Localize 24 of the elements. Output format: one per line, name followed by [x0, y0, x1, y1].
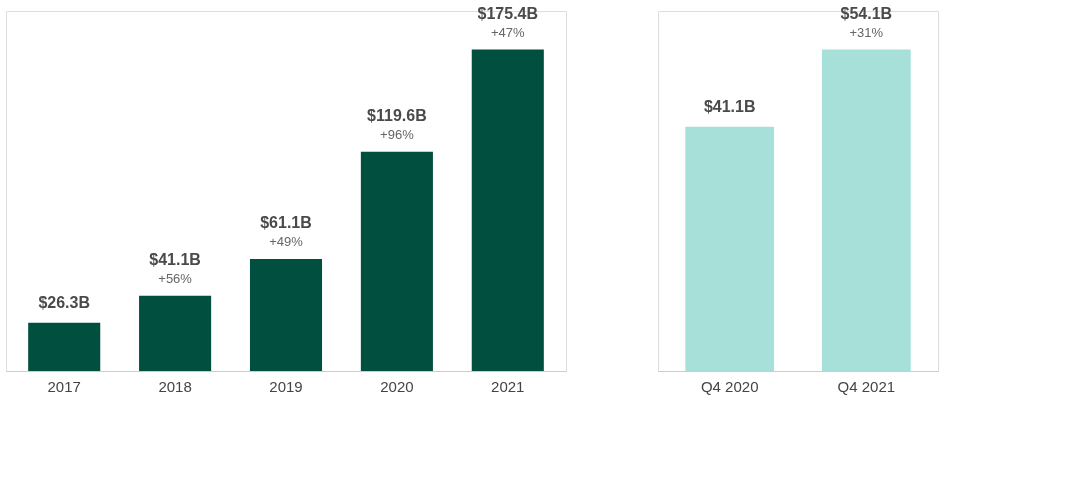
data-label: $61.1B [260, 214, 312, 232]
x-tick-label: 2020 [380, 377, 414, 395]
bar [139, 295, 212, 371]
bar [471, 49, 544, 371]
bar [28, 322, 101, 371]
annotation: +47% [490, 24, 526, 40]
annotation: +49% [269, 234, 304, 250]
data-label: $54.1B [840, 4, 893, 22]
data-label: $175.4B [477, 4, 539, 22]
data-label: $119.6B [367, 106, 427, 124]
data-label: $41.1B [703, 97, 756, 115]
annotation: +31% [849, 24, 884, 40]
bar [360, 151, 433, 371]
x-tick-label: Q4 2021 [837, 377, 896, 395]
data-label: $41.1B [149, 250, 201, 268]
annotation: +56% [158, 270, 193, 286]
annotation: +96% [380, 126, 415, 142]
x-tick-label: 2021 [491, 377, 525, 395]
x-tick-label: Q4 2020 [700, 377, 759, 395]
x-tick-label: 2019 [269, 377, 303, 395]
x-tick-label: 2018 [158, 377, 192, 395]
data-label: $26.3B [38, 293, 91, 311]
bar [249, 259, 323, 371]
x-tick-label: 2017 [47, 377, 81, 395]
